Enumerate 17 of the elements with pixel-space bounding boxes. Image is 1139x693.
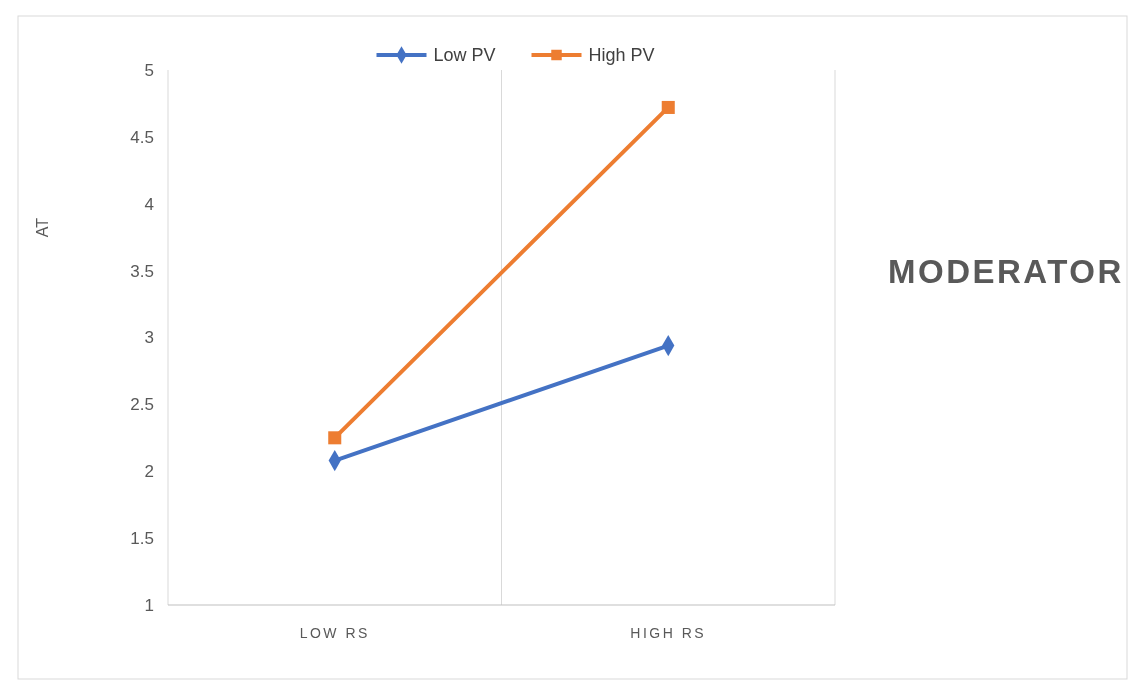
y-tick-label: 1.5	[130, 529, 154, 549]
legend-label: High PV	[588, 45, 655, 66]
y-tick-label: 5	[144, 60, 154, 80]
y-tick-label: 2	[144, 462, 154, 482]
y-axis-title: AT	[34, 217, 51, 238]
x-tick-label: HIGH RS	[630, 625, 707, 641]
y-tick-label: 3.5	[130, 261, 154, 281]
x-tick-label: LOW RS	[299, 625, 370, 641]
point	[328, 431, 342, 445]
y-tick-label: 4.5	[130, 127, 154, 147]
text: MODERATOR	[888, 252, 1124, 290]
y-tick-label: 2.5	[130, 395, 154, 415]
y-tick-label: 3	[144, 328, 154, 348]
legend-label: Low PV	[433, 45, 496, 66]
y-tick-label: 1	[144, 595, 154, 615]
point	[661, 100, 675, 114]
y-tick-label: 4	[144, 194, 154, 214]
